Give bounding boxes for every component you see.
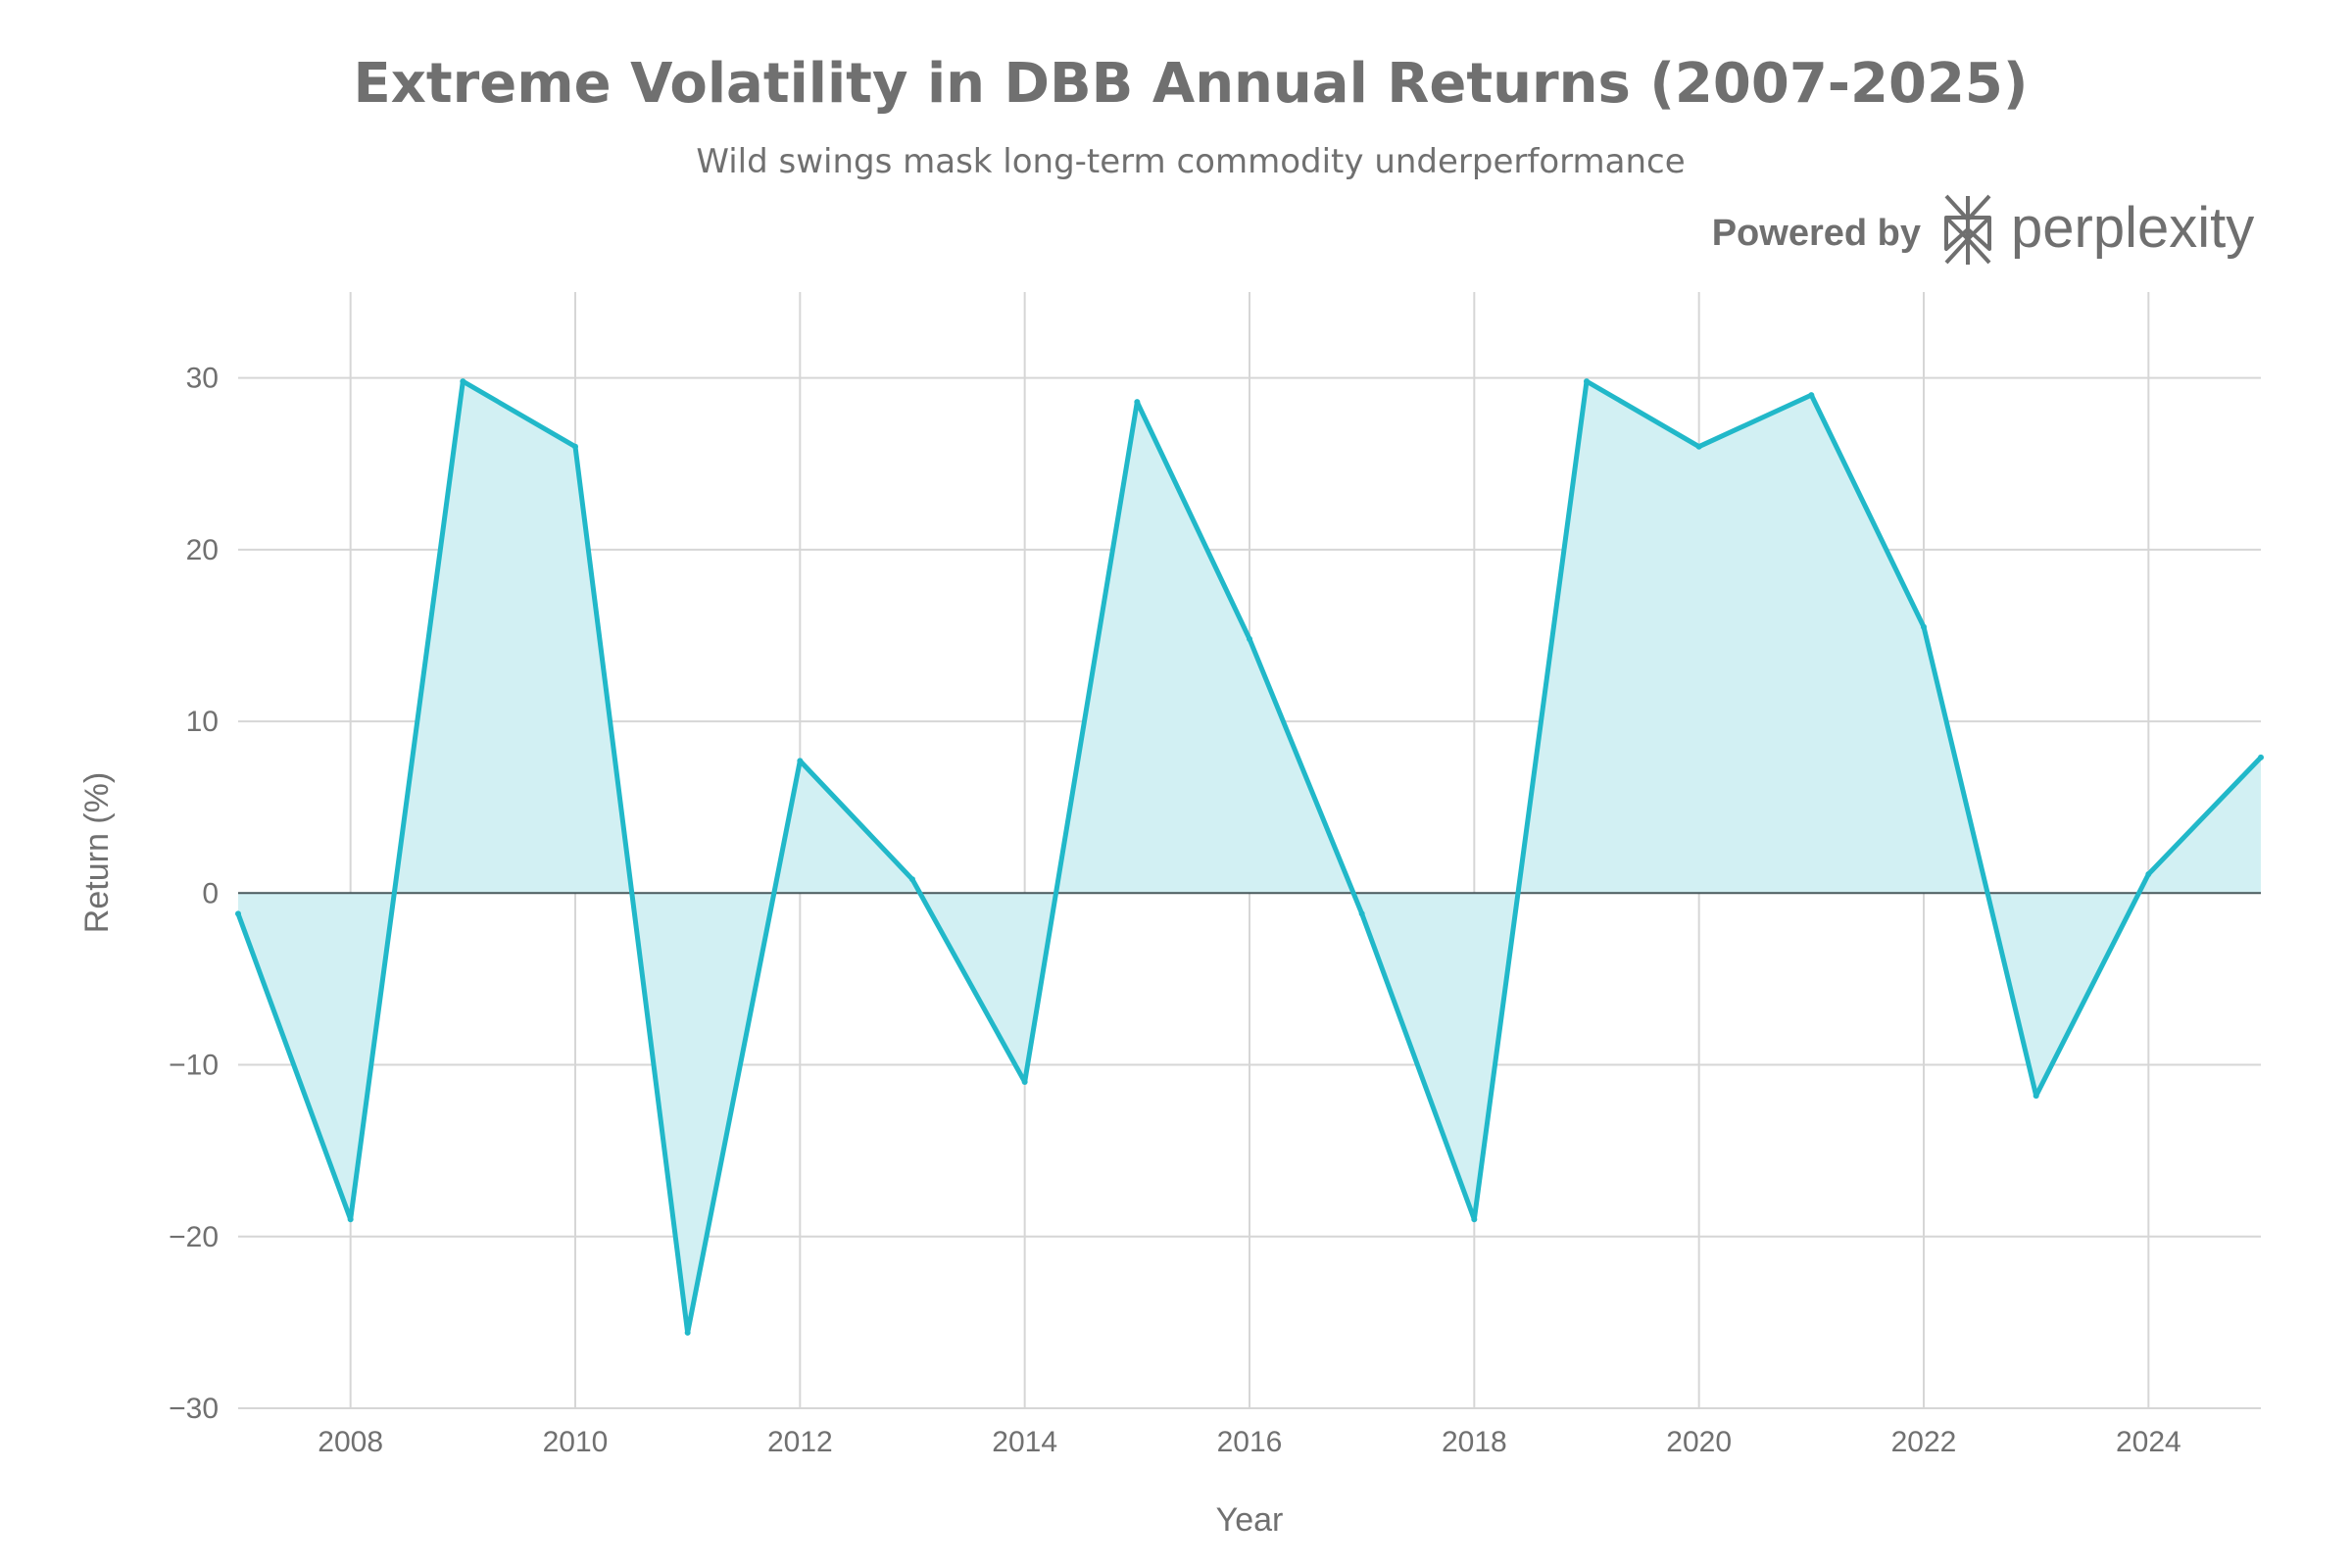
data-point-2009: [460, 378, 466, 385]
data-point-2013: [909, 876, 915, 883]
x-tick-label: 2022: [1891, 1426, 1957, 1458]
y-axis-ticks: −30 −20 −10 0 10 20 30: [169, 363, 219, 1425]
y-tick-label: −30: [169, 1393, 219, 1425]
y-tick-label: 30: [186, 363, 219, 395]
y-tick-label: 10: [186, 706, 219, 738]
data-point-2019: [1584, 378, 1590, 385]
chart-subtitle: Wild swings mask long-term commodity und…: [696, 142, 1685, 181]
y-tick-label: −10: [169, 1050, 219, 1082]
data-point-2012: [797, 758, 804, 764]
x-axis-ticks: 2008 2010 2012 2014 2016 2018 2020 2022 2024: [318, 1426, 2180, 1458]
x-tick-label: 2018: [1442, 1426, 1507, 1458]
brand-name: perplexity: [2011, 196, 2254, 260]
powered-by-text: Powered by: [1712, 213, 1921, 254]
x-tick-label: 2024: [2116, 1426, 2181, 1458]
y-tick-label: −20: [169, 1221, 219, 1253]
data-point-2024: [2145, 871, 2152, 878]
data-point-2007: [235, 910, 241, 917]
data-point-2021: [1808, 392, 1815, 399]
y-tick-label: 0: [202, 877, 219, 909]
data-point-2017: [1358, 910, 1365, 917]
y-tick-label: 20: [186, 534, 219, 566]
x-axis-title: Year: [1216, 1501, 1284, 1539]
x-tick-label: 2010: [543, 1426, 609, 1458]
chart-title: Extreme Volatility in DBB Annual Returns…: [354, 52, 2029, 116]
data-point-2020: [1695, 443, 1702, 450]
branding: Powered by perplexity: [1712, 194, 2254, 265]
data-point-2025: [2258, 754, 2264, 760]
series-area-fill: [238, 381, 2261, 1333]
data-point-2015: [1134, 399, 1141, 406]
data-point-2014: [1021, 1079, 1028, 1086]
x-tick-label: 2016: [1217, 1426, 1283, 1458]
y-axis-title: Return (%): [78, 772, 116, 933]
x-tick-label: 2012: [767, 1426, 833, 1458]
data-point-2022: [1921, 623, 1927, 630]
data-point-2011: [684, 1329, 691, 1336]
data-point-2023: [2033, 1093, 2039, 1100]
data-point-2010: [572, 443, 578, 450]
data-point-2018: [1471, 1216, 1478, 1223]
data-points: [235, 378, 2264, 1336]
data-point-2016: [1247, 635, 1252, 642]
data-point-2008: [347, 1216, 354, 1223]
x-tick-label: 2008: [318, 1426, 383, 1458]
x-tick-label: 2014: [992, 1426, 1057, 1458]
x-tick-label: 2020: [1666, 1426, 1732, 1458]
perplexity-logo-icon: [1944, 194, 1991, 265]
area-layer: [238, 381, 2261, 1333]
